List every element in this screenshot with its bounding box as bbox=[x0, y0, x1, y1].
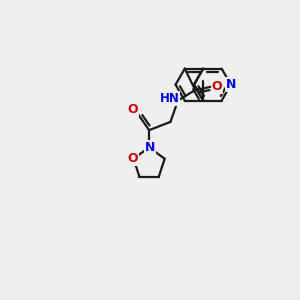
Text: O: O bbox=[128, 152, 138, 165]
Text: HN: HN bbox=[160, 92, 180, 105]
Text: N: N bbox=[145, 141, 155, 154]
Text: O: O bbox=[212, 80, 223, 93]
Text: N: N bbox=[226, 78, 236, 91]
Text: O: O bbox=[127, 103, 138, 116]
